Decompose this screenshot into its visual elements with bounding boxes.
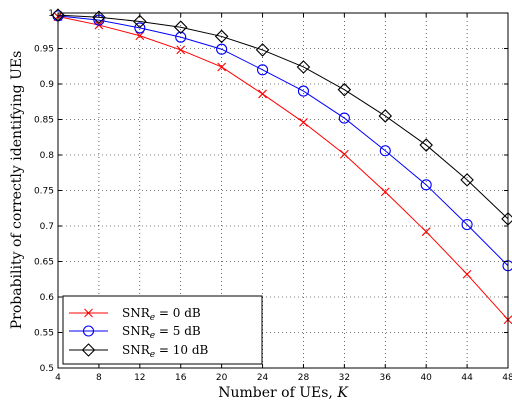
y-tick-label: 0.95: [34, 45, 54, 55]
data-point-x: [84, 308, 93, 318]
y-tick-label: 0.7: [40, 222, 54, 232]
series-2: [52, 10, 512, 272]
data-point-x: [299, 117, 308, 127]
data-point-diamond: [92, 10, 106, 25]
x-tick-label: 8: [96, 373, 102, 383]
data-point-circle: [297, 85, 310, 97]
series-line: [57, 16, 509, 321]
data-point-circle: [82, 325, 95, 337]
series-1: [53, 12, 512, 325]
data-point-diamond: [81, 343, 96, 357]
data-point-diamond: [173, 20, 188, 34]
x-axis-label-variable: K: [336, 385, 349, 401]
x-axis-label-text: Number of UEs,: [218, 385, 337, 401]
y-tick-label: 0.75: [34, 187, 54, 197]
x-tick-label: 16: [175, 373, 187, 383]
legend-item-1: SNRe = 0 dB: [69, 306, 201, 323]
y-tick-label: 0.8: [40, 151, 55, 161]
x-tick-label: 40: [420, 373, 432, 383]
x-tick-label: 28: [298, 373, 310, 383]
data-point-x: [339, 149, 349, 159]
x-tick-label: 32: [339, 373, 350, 383]
x-tick-label: 36: [380, 373, 392, 383]
data-point-circle: [256, 64, 269, 76]
data-point-circle: [338, 112, 350, 124]
data-point-x: [421, 227, 431, 237]
data-point-diamond: [255, 43, 270, 57]
x-tick-label: 24: [257, 373, 269, 383]
grid: [58, 13, 508, 368]
legend-label: SNRe = 5 dB: [122, 324, 201, 341]
y-tick-label: 1: [48, 9, 54, 19]
data-point-x: [462, 269, 472, 279]
data-point-x: [135, 31, 145, 41]
ticks: [57, 12, 509, 369]
x-tick-label: 4: [55, 373, 61, 383]
x-tick-label: 12: [134, 373, 145, 383]
x-tick-label: 20: [216, 373, 228, 383]
data-point-diamond: [214, 29, 229, 44]
data-point-x: [176, 45, 186, 55]
data-point-circle: [461, 219, 473, 231]
x-tick-label: 44: [461, 373, 473, 383]
series-layer: [51, 8, 512, 325]
series-line: [57, 14, 509, 220]
data-point-diamond: [419, 138, 433, 152]
data-point-circle: [134, 22, 146, 34]
y-tick-label: 0.55: [34, 329, 54, 339]
y-tick-label: 0.9: [40, 80, 55, 90]
data-point-x: [217, 62, 227, 72]
series-line: [57, 15, 509, 267]
x-tick-label: 48: [502, 373, 512, 383]
legend-box: [62, 295, 263, 365]
data-point-diamond: [296, 60, 311, 74]
y-axis-label: Probability of correctly identifying UEs: [9, 51, 25, 330]
x-axis-label: Number of UEs, K: [218, 385, 349, 401]
data-point-x: [258, 89, 267, 99]
data-point-circle: [420, 179, 432, 191]
data-point-diamond: [337, 82, 352, 97]
data-point-circle: [379, 145, 391, 157]
y-tick-label: 0.85: [34, 116, 54, 126]
y-tick-label: 0.65: [34, 258, 54, 268]
data-point-diamond: [133, 14, 147, 29]
data-point-circle: [175, 31, 187, 43]
y-tick-label: 0.6: [40, 293, 55, 303]
tick-labels: 4 8 12 16 20 24 28 32 36 40 44 480.50.550.60.650.70…: [34, 9, 512, 383]
y-tick-label: 0.5: [40, 364, 54, 374]
legend-item-3: SNRe = 10 dB: [69, 343, 209, 360]
data-point-diamond: [378, 109, 393, 123]
legend-item-2: SNRe = 5 dB: [69, 324, 201, 341]
data-point-x: [380, 187, 390, 197]
data-point-diamond: [460, 173, 474, 187]
legend-label: SNRe = 10 dB: [122, 343, 209, 360]
data-point-circle: [216, 43, 228, 55]
legend-label: SNRe = 0 dB: [122, 306, 201, 323]
